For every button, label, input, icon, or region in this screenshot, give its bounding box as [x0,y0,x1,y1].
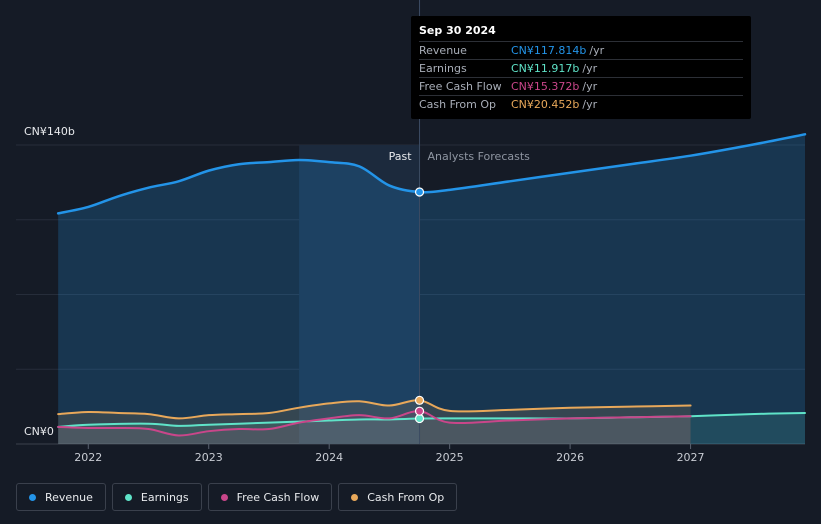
cash-from-op-line [57,399,692,420]
tooltip-row-revenue: Revenue CN¥117.814b /yr [419,41,743,59]
free-cash-flow-area [58,411,691,444]
cash-from-op-area [58,400,691,444]
legend-dot-icon [220,493,228,501]
series-lines [56,133,807,437]
legend-dot-icon [351,493,359,501]
tooltip-unit: /yr [582,98,598,111]
series-areas [58,134,806,445]
legend-label: Free Cash Flow [236,490,320,504]
x-tick-label: 2024 [315,451,343,464]
free-cash-flow-highlight-point [414,406,425,416]
tooltip-unit: /yr [589,44,605,57]
legend-item-earnings[interactable]: Earnings [111,483,202,511]
past-label: Past [389,150,413,163]
tooltip-label: Earnings [419,62,467,75]
x-tick-label: 2027 [677,451,705,464]
x-tick-label: 2025 [436,451,464,464]
tooltip-value: CN¥20.452b [511,98,580,111]
x-axis-ticks: 2022 2023 2024 2025 2026 2027 [74,444,705,464]
past-shade-region [299,145,420,444]
x-tick-label: 2023 [195,451,223,464]
revenue-line [56,133,807,215]
cash-from-op-highlight-point [414,395,425,405]
tooltip-row-cash-from-op: Cash From Op CN¥20.452b /yr [419,95,743,113]
x-tick-label: 2022 [74,451,102,464]
tooltip-unit: /yr [582,80,598,93]
tooltip-label: Revenue [419,44,467,57]
tooltip-unit: /yr [582,62,598,75]
legend-item-cash-from-op[interactable]: Cash From Op [338,483,458,511]
tooltip-date: Sep 30 2024 [419,24,496,37]
tooltip-row-earnings: Earnings CN¥11.917b /yr [419,59,743,77]
legend-dot-icon [124,493,132,501]
legend-label: Cash From Op [367,490,445,504]
tooltip-label: Cash From Op [419,98,497,111]
tooltip-value: CN¥15.372b [511,80,580,93]
tooltip-label: Free Cash Flow [419,80,502,93]
earnings-area [58,413,806,444]
tooltip-value: CN¥11.917b [511,62,580,75]
tooltip-value: CN¥117.814b [511,44,587,57]
y-tick-label-bottom: CN¥0 [24,425,54,438]
tooltip-row-free-cash-flow: Free Cash Flow CN¥15.372b /yr [419,77,743,95]
legend-dot-icon [29,493,36,501]
legend-label: Earnings [140,490,189,504]
free-cash-flow-line [57,410,692,437]
x-tick-label: 2026 [556,451,584,464]
revenue-area [58,134,806,445]
highlight-points [414,187,425,424]
forecast-label: Analysts Forecasts [428,150,531,163]
y-tick-label-top: CN¥140b [24,125,75,138]
revenue-highlight-point [414,187,425,197]
legend-item-revenue[interactable]: Revenue [16,483,106,511]
tooltip: Sep 30 2024 Revenue CN¥117.814b /yr Earn… [411,16,751,119]
legend: Revenue Earnings Free Cash Flow Cash Fro… [16,483,458,511]
legend-label: Revenue [45,490,93,504]
revenue-earnings-chart: 2022 2023 2024 2025 2026 2027 CN¥140b CN¥0 Pa… [16,0,807,464]
legend-item-free-cash-flow[interactable]: Free Cash Flow [207,483,333,511]
